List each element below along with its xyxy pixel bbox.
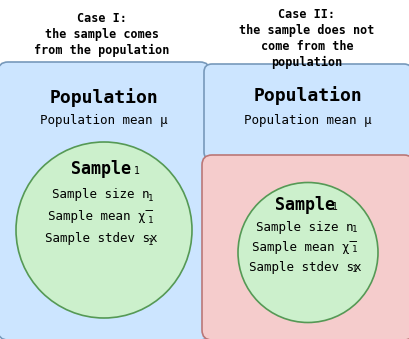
- Circle shape: [16, 142, 192, 318]
- Text: Population: Population: [49, 88, 158, 107]
- Text: Case I:: Case I:: [77, 12, 127, 25]
- Text: the sample comes: the sample comes: [45, 28, 159, 41]
- Text: Sample size n: Sample size n: [52, 188, 150, 201]
- Text: 1: 1: [352, 225, 357, 235]
- Text: from the population: from the population: [34, 44, 170, 57]
- Text: come from the: come from the: [261, 40, 353, 53]
- Text: population: population: [272, 56, 343, 69]
- Text: 1: 1: [148, 194, 153, 203]
- Text: Sample: Sample: [71, 160, 131, 178]
- Text: Population: Population: [254, 86, 362, 105]
- Text: 1: 1: [352, 265, 357, 275]
- FancyBboxPatch shape: [204, 64, 409, 160]
- Text: 1: 1: [134, 166, 140, 176]
- Text: 1: 1: [148, 238, 153, 247]
- Text: Case II:: Case II:: [279, 8, 335, 21]
- Text: Sample size n: Sample size n: [256, 220, 354, 234]
- Text: Sample mean χ̅: Sample mean χ̅: [49, 210, 153, 223]
- Text: 1: 1: [352, 245, 357, 255]
- Text: 1: 1: [332, 202, 338, 213]
- FancyBboxPatch shape: [202, 155, 409, 339]
- Text: Sample mean χ̅: Sample mean χ̅: [252, 240, 357, 254]
- Circle shape: [238, 182, 378, 322]
- Text: Population mean μ: Population mean μ: [40, 114, 168, 127]
- Text: Sample stdev sx: Sample stdev sx: [45, 232, 157, 245]
- Text: Sample stdev sx: Sample stdev sx: [249, 260, 361, 274]
- Text: the sample does not: the sample does not: [239, 24, 375, 37]
- Text: Population mean μ: Population mean μ: [244, 114, 372, 127]
- Text: Sample: Sample: [275, 197, 335, 215]
- FancyBboxPatch shape: [0, 62, 210, 339]
- Text: 1: 1: [148, 216, 153, 225]
